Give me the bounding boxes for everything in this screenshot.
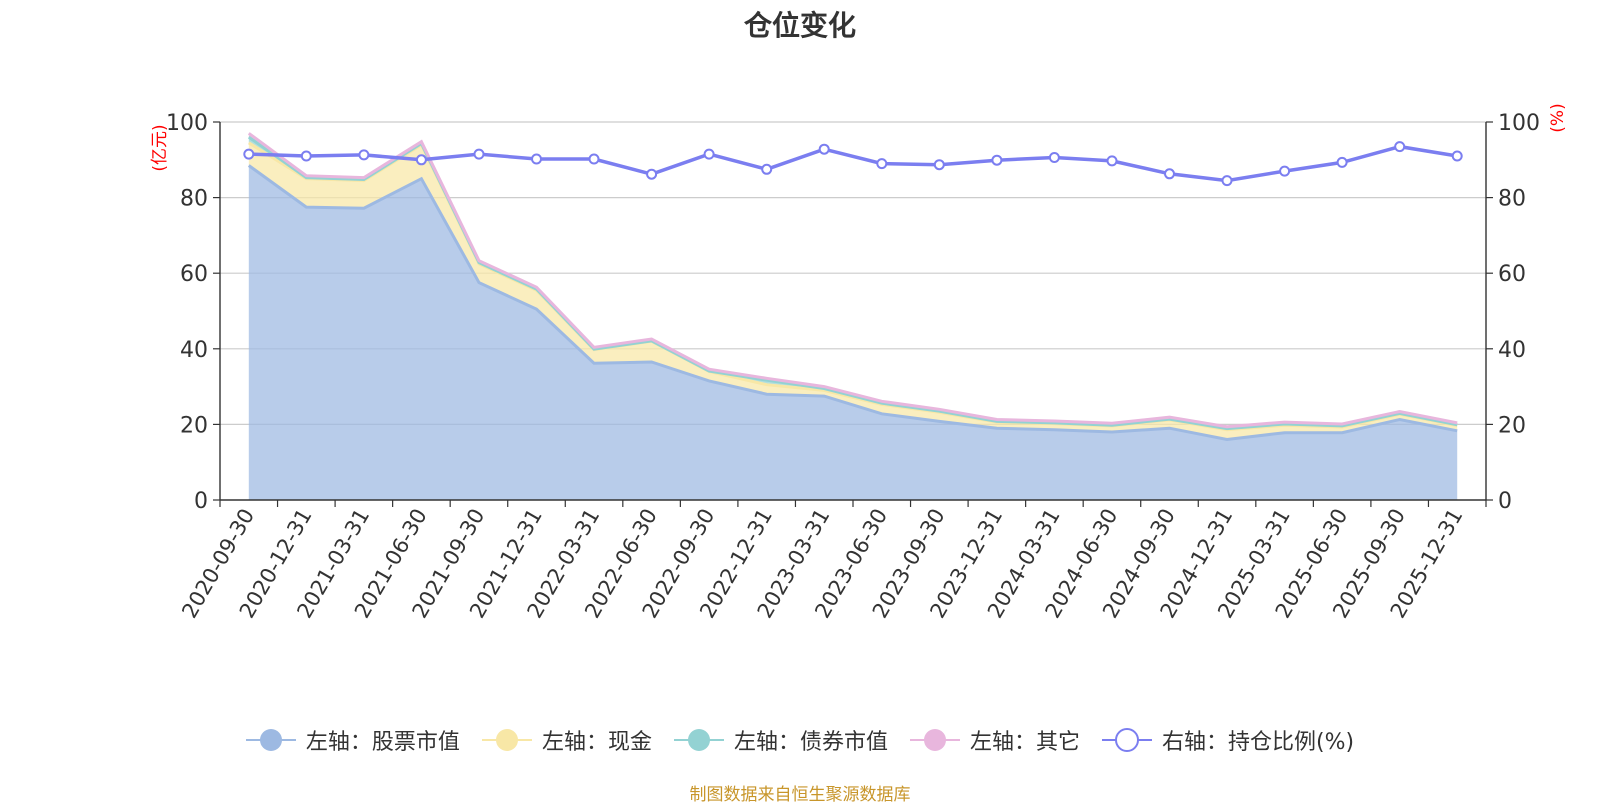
left-y-tick-label: 20 [180,413,208,438]
ratio-point [473,148,485,160]
ratio-point [415,154,427,166]
ratio-point [991,154,1003,166]
legend-label: 左轴：其它 [969,730,1080,755]
legend-marker-icon [909,729,960,751]
ratio-point [646,168,658,180]
legend-item-stock[interactable]: 左轴：股票市值 [245,724,460,756]
ratio-point [1048,152,1060,163]
chart-title: 仓位变化 [743,9,856,42]
ratio-point [358,149,370,161]
area-line-stock [247,164,1458,442]
area-stock [248,165,1458,500]
ratio-point [1279,165,1291,177]
left-y-tick-label: 80 [180,187,208,212]
ratio-line [248,144,1458,183]
right-y-tick-label: 20 [1498,413,1526,438]
ratio-point [1164,168,1175,180]
ratio-point [933,159,945,171]
ratio-point [300,150,312,162]
legend-label: 右轴：持仓比例(%) [1161,730,1355,755]
ratio-point [876,158,888,170]
ratio-point [1336,156,1348,168]
data-source-note: 制图数据来自恒生聚源数据库 [689,785,911,805]
ratio-point [588,153,600,165]
left-y-tick-label: 0 [194,489,208,514]
ratio-point [1221,175,1233,187]
left-y-tick-label: 40 [180,338,208,363]
right-y-tick-label: 0 [1498,489,1512,514]
legend-marker-icon [245,729,296,751]
legend-item-other[interactable]: 左轴：其它 [909,724,1080,756]
legend-marker-icon [1101,728,1152,752]
ratio-point [1106,155,1118,167]
ratio-point [703,148,715,160]
area-line-other [247,132,1458,429]
legend-label: 左轴：现金 [541,730,652,755]
legend-label: 左轴：债券市值 [733,730,888,755]
ratio-point [761,163,773,175]
legend-item-cash[interactable]: 左轴：现金 [481,724,652,756]
left-y-tick-label: 100 [166,111,208,136]
legend-item-ratio[interactable]: 右轴：持仓比例(%) [1101,724,1355,756]
ratio-point [531,153,542,165]
ratio-point [1394,141,1406,153]
chart-legend: 左轴：股票市值 左轴：现金 左轴：债券市值 左轴：其它 右轴：持仓比例(%) [0,720,1600,760]
legend-marker-icon [481,729,532,751]
right-y-tick-label: 80 [1498,187,1526,212]
right-y-tick-label: 40 [1498,338,1526,363]
legend-label: 左轴：股票市值 [305,730,460,755]
right-y-tick-label: 60 [1498,262,1526,287]
left-axis-unit: (亿元) [150,124,170,171]
ratio-point [1451,150,1463,162]
ratio-point [243,148,255,160]
legend-item-bond[interactable]: 左轴：债券市值 [673,724,888,756]
left-y-tick-label: 60 [180,262,208,287]
ratio-point [818,143,830,155]
right-axis-unit: (%) [1548,103,1568,132]
legend-marker-icon [673,729,724,751]
right-y-tick-label: 100 [1498,111,1540,136]
